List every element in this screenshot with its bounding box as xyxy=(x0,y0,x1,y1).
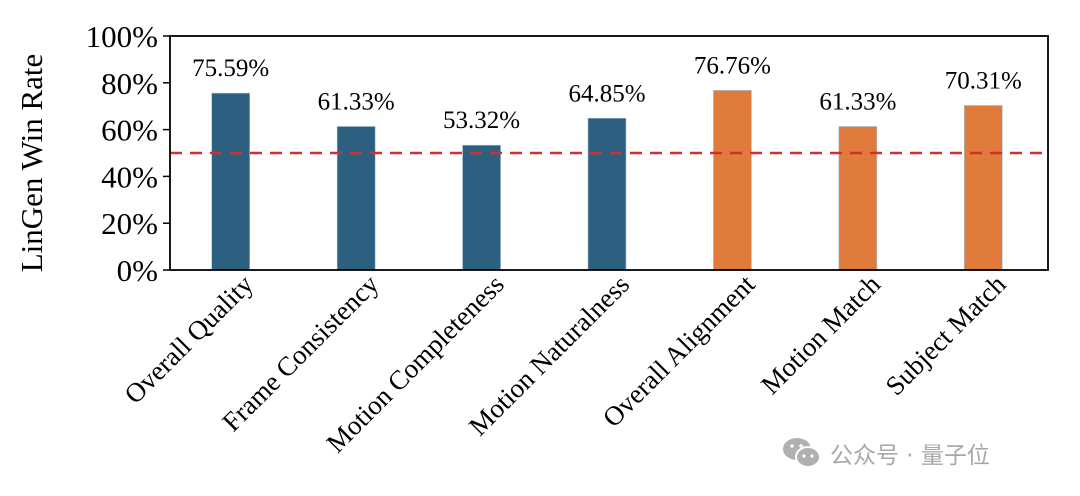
y-tick-label: 20% xyxy=(101,206,158,241)
x-tick-label: Overall Quality xyxy=(118,269,259,410)
bar xyxy=(587,117,627,271)
plot-frame xyxy=(169,35,1049,271)
y-tick-label: 40% xyxy=(101,159,158,194)
data-label: 76.76% xyxy=(694,52,771,79)
bar xyxy=(211,92,251,271)
data-label: 64.85% xyxy=(568,80,645,107)
y-tick-label: 100% xyxy=(86,19,158,54)
bar xyxy=(462,144,501,271)
x-tick-label: Subject Match xyxy=(879,269,1011,401)
data-label: 61.33% xyxy=(318,88,395,115)
y-tick-label: 0% xyxy=(117,253,158,288)
wechat-icon xyxy=(783,438,821,468)
bar xyxy=(838,126,878,271)
y-tick-label: 60% xyxy=(101,113,158,148)
data-label: 53.32% xyxy=(443,107,520,134)
y-tick-label: 80% xyxy=(101,66,158,101)
x-tick-label: Motion Match xyxy=(755,269,886,400)
bar xyxy=(713,90,752,271)
bar xyxy=(336,126,376,271)
data-label: 70.31% xyxy=(945,67,1022,94)
data-label: 75.59% xyxy=(192,55,269,82)
bar xyxy=(963,105,1003,271)
watermark-text: 公众号 · 量子位 xyxy=(830,443,990,469)
data-label: 61.33% xyxy=(819,88,896,115)
y-axis-label: LinGen Win Rate xyxy=(14,54,49,273)
watermark: 公众号 · 量子位 xyxy=(782,436,990,470)
